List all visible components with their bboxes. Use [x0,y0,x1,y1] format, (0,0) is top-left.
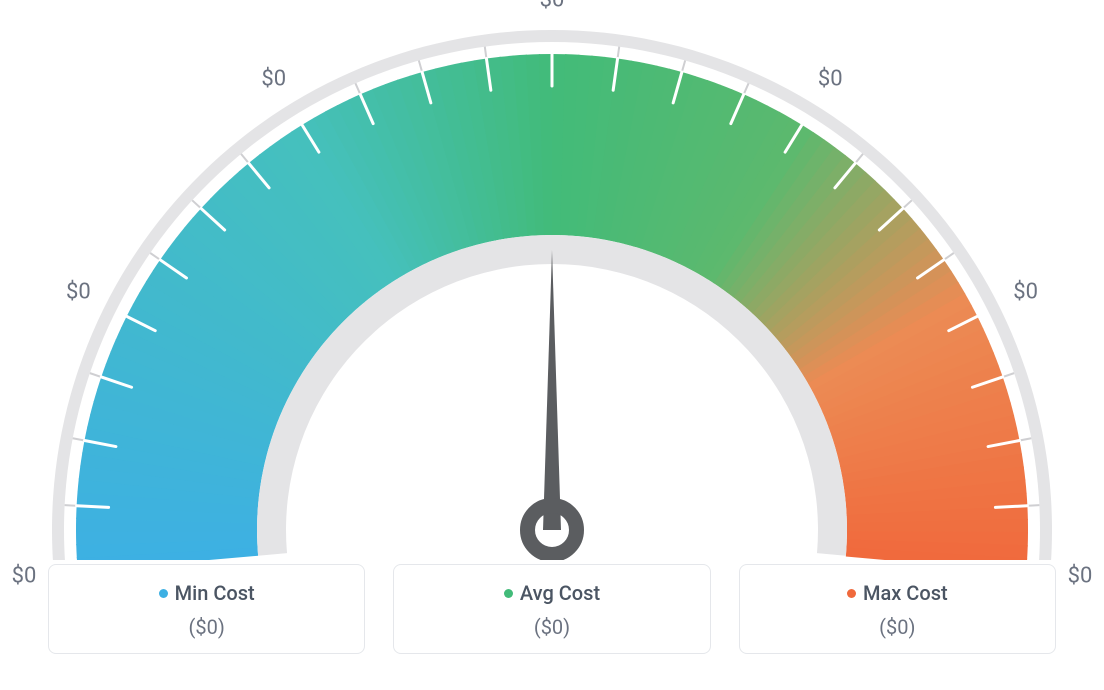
legend-card-max: Max Cost ($0) [739,564,1056,654]
legend-dot-min [159,589,168,598]
legend-dot-max [847,589,856,598]
gauge-tick-label: $0 [540,0,565,13]
legend-value-max: ($0) [740,615,1055,639]
legend-label-max: Max Cost [863,581,948,605]
legend-label-avg: Avg Cost [520,581,600,605]
gauge-tick-label: $0 [12,564,37,589]
gauge-tick-label: $0 [261,66,286,91]
gauge-container: $0$0$0$0$0$0$0 [0,0,1104,560]
legend-title-max: Max Cost [740,581,1055,605]
legend-row: Min Cost ($0) Avg Cost ($0) Max Cost ($0… [0,564,1104,654]
legend-title-min: Min Cost [49,581,364,605]
legend-label-min: Min Cost [175,581,255,605]
legend-card-min: Min Cost ($0) [48,564,365,654]
gauge-tick-label: $0 [818,66,843,91]
legend-title-avg: Avg Cost [394,581,709,605]
gauge-tick-label: $0 [1013,280,1038,305]
legend-value-min: ($0) [49,615,364,639]
legend-value-avg: ($0) [394,615,709,639]
legend-card-avg: Avg Cost ($0) [393,564,710,654]
legend-dot-avg [504,589,513,598]
gauge-tick-label: $0 [66,280,91,305]
gauge-tick-label: $0 [1068,564,1093,589]
gauge-svg [0,0,1104,560]
